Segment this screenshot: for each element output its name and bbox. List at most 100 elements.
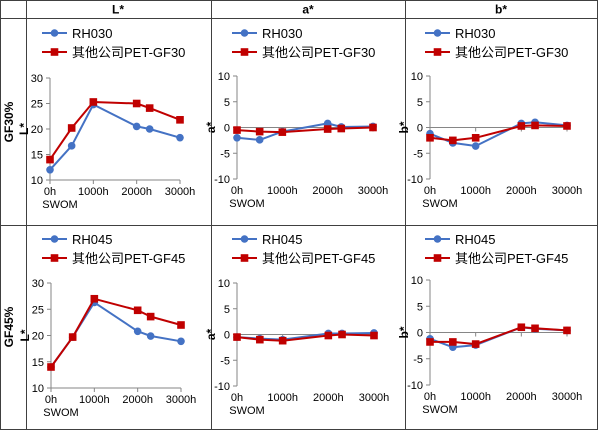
data-point <box>517 323 526 332</box>
data-point <box>426 134 434 142</box>
y-axis-label: b* <box>397 326 411 338</box>
data-point <box>67 124 76 132</box>
data-point <box>146 312 155 321</box>
data-point <box>89 98 98 106</box>
legend-marker <box>240 48 249 56</box>
legend-label: RH045 <box>262 232 302 247</box>
y-axis-label: L* <box>18 329 32 341</box>
y-tick-label: 20 <box>32 331 44 343</box>
legend-marker <box>50 29 59 37</box>
legend-marker <box>240 29 249 37</box>
legend-label: 其他公司PET-GF45 <box>455 251 568 266</box>
data-point <box>233 134 241 142</box>
row-header-gf45: GF45% <box>2 306 16 347</box>
x-tick-label: SWOM <box>422 198 457 210</box>
y-tick-label: 0 <box>417 328 423 340</box>
y-tick-label: 30 <box>32 278 44 290</box>
data-point <box>324 331 333 340</box>
legend-marker <box>240 254 249 262</box>
data-point <box>426 338 434 346</box>
legend-marker <box>50 48 59 56</box>
y-tick-label: 25 <box>32 304 44 316</box>
data-point <box>233 126 241 134</box>
data-point <box>176 116 184 124</box>
row-header-gf30: GF30% <box>2 101 16 142</box>
legend-label: 其他公司PET-GF45 <box>262 251 375 266</box>
data-point <box>255 136 264 144</box>
data-point <box>531 324 539 333</box>
x-tick-label: 3000h <box>165 186 196 198</box>
data-point <box>255 127 264 136</box>
y-tick-label: 0 <box>417 123 423 135</box>
y-tick-label: -5 <box>413 354 423 366</box>
y-tick-label: 5 <box>417 97 423 109</box>
x-tick-label: SWOM <box>42 199 77 211</box>
data-point <box>471 134 480 142</box>
x-tick-label: 3000h <box>358 185 389 197</box>
column-header-b: b* <box>495 3 507 17</box>
data-point <box>338 330 346 339</box>
x-tick-label: 2000h <box>506 391 537 403</box>
x-tick-label: SWOM <box>229 405 264 417</box>
data-point <box>132 99 141 108</box>
data-point <box>132 122 141 131</box>
x-tick-label: 0h <box>231 392 243 404</box>
y-tick-label: 5 <box>224 304 230 316</box>
series-line <box>430 326 568 346</box>
y-axis-label: a* <box>204 328 218 340</box>
y-tick-label: 15 <box>31 150 43 162</box>
x-tick-label: 0h <box>424 391 436 403</box>
data-point <box>47 363 55 371</box>
x-tick-label: 2000h <box>121 186 152 198</box>
y-tick-label: 10 <box>31 175 43 187</box>
data-point <box>145 125 154 133</box>
data-point <box>133 327 142 336</box>
y-tick-label: -10 <box>407 380 423 392</box>
y-tick-label: -5 <box>413 148 423 160</box>
data-point <box>449 338 457 346</box>
y-axis-label: L* <box>17 123 31 135</box>
data-point <box>563 326 571 335</box>
legend-marker <box>50 254 59 262</box>
y-tick-label: 10 <box>411 71 423 83</box>
data-point <box>46 166 54 174</box>
legend-marker <box>433 254 442 262</box>
x-tick-label: 1000h <box>267 392 298 404</box>
y-tick-label: 0 <box>224 330 230 342</box>
y-tick-label: 10 <box>411 275 423 287</box>
series-line <box>49 101 181 161</box>
legend-marker <box>433 235 442 243</box>
data-point <box>563 122 571 130</box>
y-tick-label: 20 <box>31 124 43 136</box>
data-point <box>177 337 185 346</box>
data-point <box>278 336 287 345</box>
y-tick-label: -5 <box>220 355 230 367</box>
data-point <box>133 306 142 315</box>
x-tick-label: 1000h <box>267 185 298 197</box>
legend-label: RH030 <box>72 26 112 41</box>
x-tick-label: SWOM <box>43 407 78 419</box>
legend-label: 其他公司PET-GF45 <box>72 251 185 266</box>
data-point <box>471 340 480 348</box>
x-tick-label: 0h <box>231 185 243 197</box>
data-point <box>177 321 185 329</box>
x-tick-label: 2000h <box>122 394 153 406</box>
legend-label: 其他公司PET-GF30 <box>455 45 568 60</box>
x-tick-label: 3000h <box>359 392 390 404</box>
x-tick-label: 1000h <box>79 394 110 406</box>
data-point <box>146 332 155 340</box>
series-line <box>49 103 181 171</box>
y-tick-label: 5 <box>417 301 423 313</box>
y-tick-label: -10 <box>407 174 423 186</box>
data-point <box>46 155 54 164</box>
legend-label: 其他公司PET-GF30 <box>72 45 185 60</box>
series-line <box>236 333 375 342</box>
x-tick-label: 0h <box>44 186 56 198</box>
data-point <box>370 331 378 340</box>
data-point <box>369 123 377 132</box>
